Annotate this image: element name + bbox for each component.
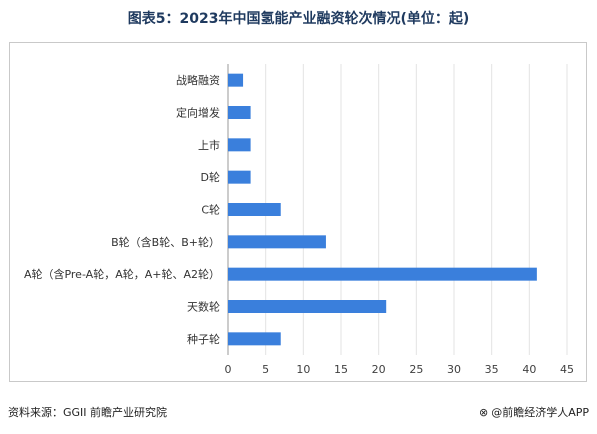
bar bbox=[228, 267, 537, 281]
bar bbox=[228, 138, 251, 152]
x-tick-label: 20 bbox=[372, 363, 386, 376]
category-label: A轮（含Pre-A轮，A轮，A+轮、A2轮） bbox=[24, 267, 220, 281]
x-tick-label: 10 bbox=[296, 363, 310, 376]
x-tick-label: 0 bbox=[225, 363, 232, 376]
source-note: 资料来源：GGII 前瞻产业研究院 bbox=[8, 406, 168, 419]
x-tick-label: 30 bbox=[447, 363, 461, 376]
category-label: 天数轮 bbox=[187, 300, 220, 314]
x-tick-label: 35 bbox=[485, 363, 499, 376]
brand-text: @前瞻经济学人APP bbox=[491, 406, 589, 419]
bar bbox=[228, 203, 281, 216]
x-tick-label: 5 bbox=[262, 363, 269, 376]
x-tick-label: 40 bbox=[522, 363, 536, 376]
bar bbox=[228, 235, 326, 249]
x-tick-labels: 0 5 10 15 20 25 30 35 40 45 bbox=[225, 363, 575, 376]
plot-frame bbox=[9, 42, 587, 382]
category-label: D轮 bbox=[201, 170, 220, 184]
x-tick-label: 45 bbox=[560, 363, 574, 376]
x-tick-label: 25 bbox=[409, 363, 423, 376]
category-label: 种子轮 bbox=[187, 332, 220, 346]
bar bbox=[228, 170, 251, 184]
x-tick-label: 15 bbox=[334, 363, 348, 376]
bar bbox=[228, 332, 281, 346]
category-label: 战略融资 bbox=[176, 73, 220, 87]
bar bbox=[228, 106, 251, 119]
bar bbox=[228, 300, 387, 313]
category-label: 定向增发 bbox=[176, 106, 220, 120]
brand-credit: ⊗ @前瞻经济学人APP bbox=[479, 404, 589, 420]
bar bbox=[228, 73, 244, 87]
category-label: C轮 bbox=[201, 203, 220, 217]
category-label: 上市 bbox=[198, 138, 220, 152]
bars bbox=[228, 73, 537, 346]
qianzhan-logo-icon: ⊗ bbox=[478, 406, 489, 419]
chart-title: 图表5：2023年中国氢能产业融资轮次情况(单位：起) bbox=[127, 11, 470, 27]
category-label: B轮（含B轮、B+轮） bbox=[111, 235, 220, 249]
